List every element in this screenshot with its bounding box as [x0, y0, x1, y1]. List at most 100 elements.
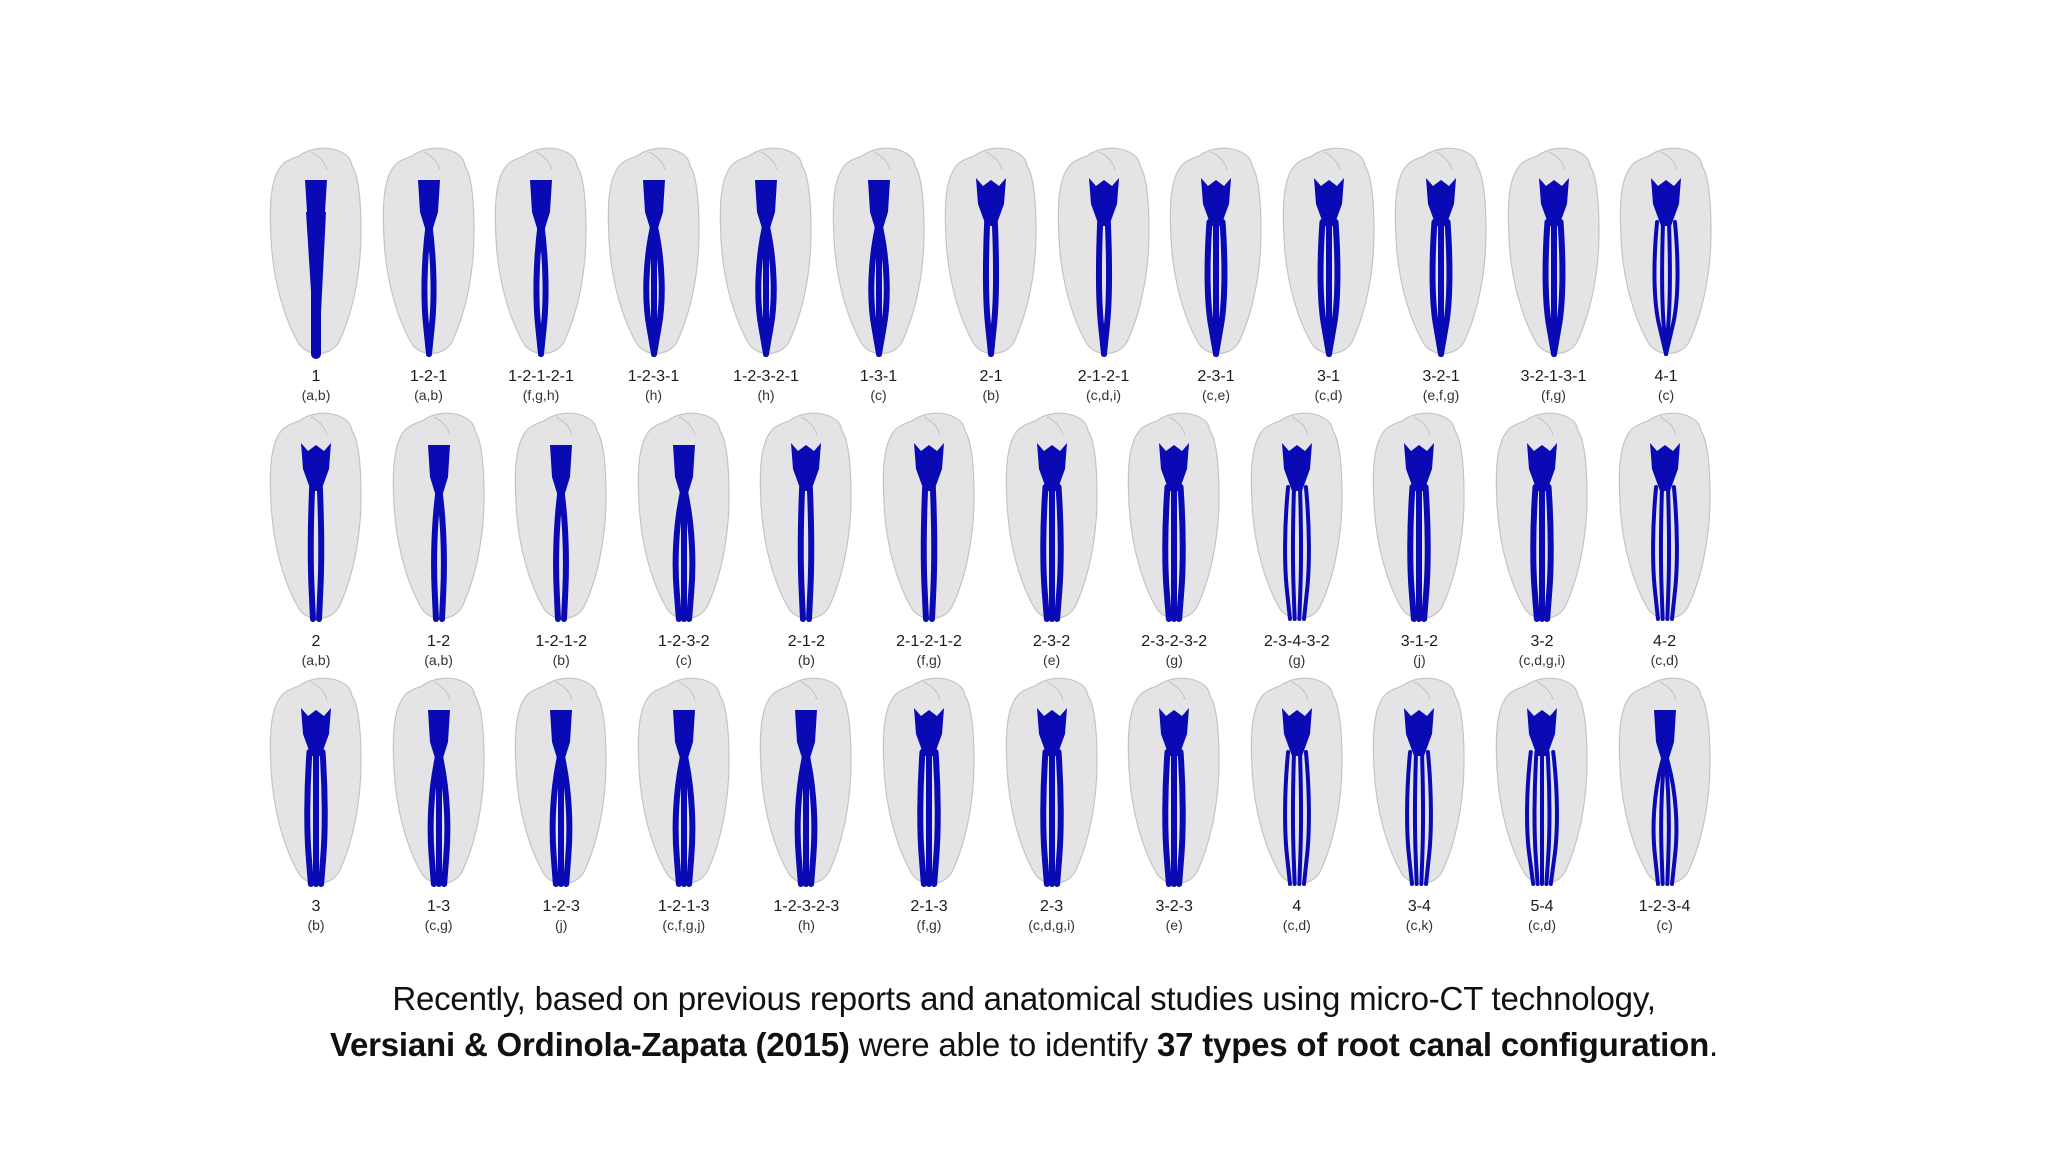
- configuration-references: (j): [1413, 652, 1426, 668]
- configuration-references: (h): [797, 917, 815, 933]
- configuration-references: (c): [1657, 387, 1675, 403]
- tooth-illustration: [392, 677, 485, 887]
- tooth-illustration: [514, 677, 607, 887]
- caption-highlight: 37 types of root canal configuration: [1156, 1026, 1710, 1063]
- tooth-illustration: [1250, 412, 1343, 621]
- tooth-diagram: 2-1 (b): [936, 142, 1046, 404]
- tooth-diagram: 2 (a,b): [261, 407, 371, 669]
- configuration-code: 1-3-1: [859, 368, 898, 385]
- root-canal-shape: [1649, 443, 1680, 621]
- tooth-illustration: [269, 677, 362, 887]
- tooth-illustration: [882, 677, 975, 887]
- configuration-references: (c,d,g,i): [1028, 917, 1075, 933]
- tooth-illustration: [719, 147, 812, 357]
- configuration-code: 3-2-1-3-1: [1520, 368, 1587, 385]
- tooth-illustration: [1394, 147, 1487, 357]
- configuration-code: 1-2-3-4: [1638, 898, 1691, 915]
- configuration-references: (f,g): [916, 917, 942, 933]
- tooth-diagram: 2-3 (c,d,g,i): [997, 672, 1107, 934]
- tooth-illustration: [269, 412, 362, 622]
- tooth-illustration: [1005, 677, 1098, 887]
- configuration-references: (e): [1165, 917, 1183, 933]
- root-canal-shape: [642, 180, 665, 357]
- configuration-references: (c,e): [1202, 387, 1230, 403]
- caption: Recently, based on previous reports and …: [0, 976, 2048, 1068]
- tooth-diagram: 4-2 (c,d): [1610, 407, 1720, 669]
- configuration-references: (c,d): [1528, 917, 1556, 933]
- root-canal-shape: [1088, 178, 1119, 357]
- configuration-code: 1: [311, 368, 321, 385]
- tooth-illustration: [1507, 147, 1600, 357]
- configuration-references: (h): [644, 387, 663, 403]
- configuration-code: 1-2-3: [542, 898, 580, 915]
- tooth-diagram: 1-3-1 (c): [824, 142, 934, 404]
- tooth-diagram: 2-3-4-3-2 (g): [1242, 407, 1352, 669]
- tooth-diagram: 3-2-3 (e): [1119, 672, 1229, 934]
- configuration-references: (b): [552, 652, 570, 668]
- root-canal-shape: [417, 180, 440, 357]
- tooth-illustration: [494, 147, 587, 357]
- root-canal-configuration-figure: 1 (a,b) 1-2-1 (a,b) 1-2-1-2-1 (f,g,h) 1-2-3-1 (…: [261, 142, 1720, 934]
- tooth-diagram: 3 (b): [261, 672, 371, 934]
- root-canal-shape: [755, 180, 777, 357]
- tooth-diagram: 1-3 (c,g): [384, 672, 494, 934]
- root-canal-shape: [1281, 443, 1312, 621]
- caption-line-1: Recently, based on previous reports and …: [392, 980, 1656, 1017]
- tooth-diagram: 3-2-1 (e,f,g): [1386, 142, 1496, 404]
- root-canal-shape: [1159, 708, 1190, 887]
- configuration-references: (c): [1656, 917, 1673, 933]
- tooth-diagram: 2-1-3 (f,g): [874, 672, 984, 934]
- tooth-illustration: [1169, 147, 1262, 357]
- tooth-illustration: [832, 147, 925, 357]
- configuration-code: 2-1: [979, 368, 1003, 385]
- tooth-diagram: 1-2-3-1 (h): [599, 142, 709, 404]
- tooth-illustration: [1618, 412, 1711, 621]
- configuration-code: 1-2-1: [409, 368, 448, 385]
- configuration-references: (c): [870, 387, 887, 403]
- configuration-code: 2-3-2: [1032, 633, 1071, 650]
- configuration-references: (c,k): [1405, 917, 1433, 933]
- root-canal-shape: [1527, 443, 1557, 622]
- configuration-references: (c,d): [1314, 387, 1343, 403]
- tooth-diagram: 2-1-2 (b): [751, 407, 861, 669]
- configuration-references: (c,d): [1650, 652, 1679, 668]
- configuration-code: 2-1-3: [910, 898, 948, 915]
- configuration-references: (b): [797, 652, 815, 668]
- tooth-diagram: 1-2-3-2-3 (h): [751, 672, 861, 934]
- configuration-code: 4: [1292, 898, 1302, 915]
- configuration-references: (f,g): [1541, 387, 1566, 403]
- configuration-code: 1-3: [427, 898, 451, 915]
- tooth-diagram: 2-3-1 (c,e): [1161, 142, 1271, 404]
- configuration-code: 2-3: [1040, 898, 1064, 915]
- root-canal-shape: [976, 178, 1006, 357]
- root-canal-shape: [550, 445, 573, 622]
- configuration-references: (a,b): [424, 652, 453, 668]
- configuration-code: 3-1: [1316, 368, 1341, 385]
- root-canal-shape: [1426, 178, 1456, 357]
- root-canal-shape: [1201, 178, 1231, 357]
- configuration-code: 3-2: [1530, 633, 1554, 650]
- tooth-diagram: 3-1 (c,d): [1274, 142, 1384, 404]
- root-canal-shape: [427, 710, 450, 887]
- configuration-references: (f,g): [916, 652, 942, 668]
- tooth-illustration: [882, 412, 975, 622]
- tooth-diagram: 1-2-1 (a,b): [374, 142, 484, 404]
- root-canal-shape: [1036, 708, 1067, 887]
- root-canal-shape: [549, 710, 573, 887]
- root-canal-shape: [1313, 178, 1344, 357]
- tooth-illustration: [637, 412, 730, 622]
- tooth-diagram: 1-2-3-2 (c): [629, 407, 739, 669]
- root-canal-shape: [672, 710, 696, 887]
- tooth-diagram: 1-2-3-4 (c): [1610, 672, 1720, 934]
- tooth-diagram: 2-3-2 (e): [997, 407, 1107, 669]
- root-canal-shape: [1651, 178, 1681, 356]
- root-canal-shape: [914, 708, 944, 887]
- tooth-illustration: [760, 677, 852, 887]
- caption-end: .: [1709, 1026, 1718, 1063]
- root-canal-shape: [1036, 443, 1067, 622]
- configuration-references: (j): [554, 917, 568, 933]
- configuration-references: (h): [757, 387, 775, 403]
- caption-line-2: Versiani & Ordinola-Zapata (2015) were a…: [0, 1022, 2048, 1068]
- tooth-illustration: [269, 147, 362, 359]
- tooth-illustration: [1127, 677, 1220, 887]
